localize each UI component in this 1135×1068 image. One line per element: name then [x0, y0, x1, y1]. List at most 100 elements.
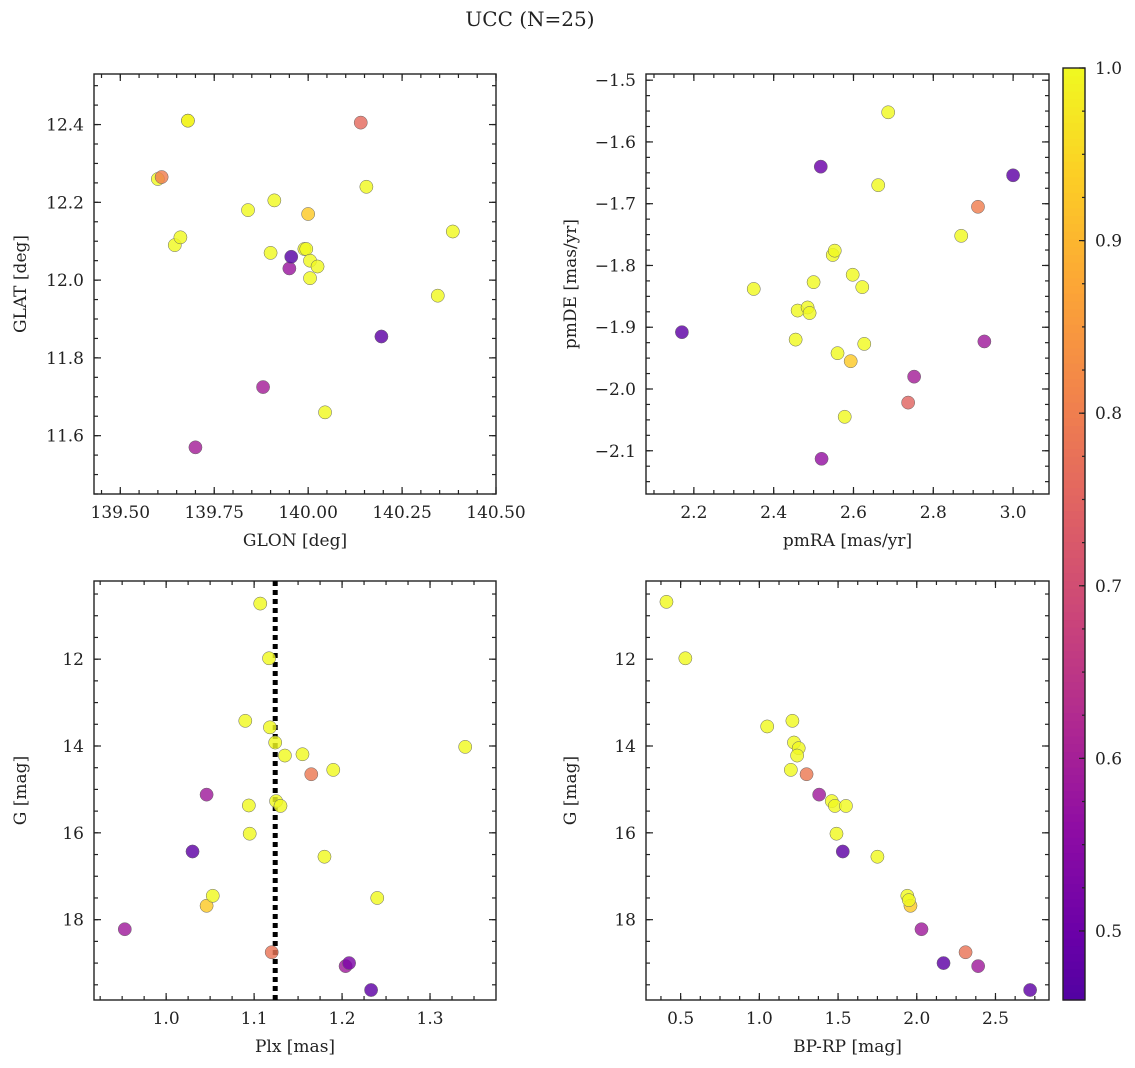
colorbar-segment — [1063, 75, 1085, 85]
y-axis-label: G [mag] — [561, 756, 581, 825]
data-point — [364, 983, 378, 997]
colorbar-segment — [1063, 767, 1085, 776]
x-tick-label: 2.8 — [920, 503, 947, 523]
colorbar-segment — [1063, 899, 1085, 908]
colorbar-segment — [1063, 207, 1085, 217]
data-point — [870, 849, 885, 864]
colorbar-segment — [1063, 518, 1085, 527]
figure-title: UCC (N=25) — [465, 7, 594, 31]
colorbar-segment — [1063, 425, 1085, 434]
data-point — [827, 243, 842, 258]
data-point — [241, 798, 256, 813]
data-point — [253, 596, 268, 611]
x-axis-label: GLON [deg] — [243, 531, 347, 551]
colorbar-segment — [1063, 984, 1085, 993]
x-tick-label: 2.0 — [903, 1009, 930, 1029]
colorbar-segment — [1063, 487, 1085, 496]
colorbar-segment — [1063, 689, 1085, 698]
colorbar-segment — [1063, 316, 1085, 325]
colorbar-segment — [1063, 875, 1085, 885]
colorbar-segment — [1063, 246, 1085, 255]
colorbar-segment — [1063, 262, 1085, 271]
colorbar-segment — [1063, 922, 1085, 931]
colorbar-segment — [1063, 821, 1085, 830]
colorbar-tick-label: 1.0 — [1095, 59, 1122, 79]
colorbar-segment — [1063, 867, 1085, 877]
data-point — [799, 767, 814, 782]
colorbar-segment — [1063, 192, 1085, 201]
colorbar-segment — [1063, 805, 1085, 815]
plot-frame — [645, 73, 1050, 495]
colorbar-segment — [1063, 774, 1085, 784]
data-point — [971, 199, 985, 214]
colorbar-segment — [1063, 479, 1085, 488]
data-point — [458, 740, 473, 754]
y-tick-label: −1.6 — [595, 133, 636, 153]
colorbar-segment — [1063, 992, 1085, 1001]
panel-1: 139.50 139.75 140.00 140.25 140.50 11.6 11.8 12… — [11, 73, 526, 551]
colorbar-segment — [1063, 464, 1085, 473]
colorbar-segment — [1063, 534, 1085, 543]
data-point — [1023, 983, 1037, 997]
x-axis-label: Plx [mas] — [255, 1037, 335, 1057]
x-tick-label: 1.5 — [825, 1009, 852, 1029]
y-tick-label: 14 — [614, 737, 636, 757]
colorbar-segment — [1063, 658, 1085, 667]
x-tick-label: 1.0 — [153, 1009, 180, 1029]
colorbar-segment — [1063, 728, 1085, 737]
colorbar-segment — [1063, 91, 1085, 100]
data-point — [445, 224, 460, 239]
data-point — [857, 337, 872, 351]
colorbar-frame — [1062, 67, 1086, 1001]
colorbar-segment — [1063, 122, 1085, 131]
data-point — [678, 651, 693, 666]
data-point — [278, 748, 292, 763]
colorbar: 0.5 0.6 0.7 0.8 0.9 1.0 — [1062, 59, 1122, 1001]
data-point — [310, 259, 325, 274]
colorbar-segment — [1063, 269, 1085, 279]
colorbar-segment — [1063, 293, 1085, 302]
plot-frame — [645, 580, 1050, 1001]
colorbar-segment — [1063, 114, 1085, 123]
colorbar-segment — [1063, 642, 1085, 652]
y-tick-label: 12.4 — [46, 116, 84, 136]
y-tick-label: −1.8 — [595, 256, 636, 276]
data-point — [659, 594, 674, 609]
colorbar-segment — [1063, 502, 1085, 512]
y-tick-label: 16 — [62, 824, 84, 844]
data-point — [262, 651, 276, 666]
data-point — [154, 170, 169, 184]
colorbar-segment — [1063, 914, 1085, 923]
y-tick-label: 12.0 — [46, 271, 84, 291]
colorbar-segment — [1063, 308, 1085, 318]
y-axis-label: pmDE [mas/yr] — [561, 219, 581, 349]
data-point — [785, 713, 800, 728]
colorbar-segment — [1063, 145, 1085, 155]
data-point — [318, 405, 332, 420]
data-point — [241, 203, 255, 217]
data-point — [181, 113, 195, 128]
data-point — [173, 230, 188, 245]
colorbar-segment — [1063, 953, 1085, 962]
data-point — [342, 956, 356, 970]
data-point — [267, 193, 282, 208]
data-point — [284, 249, 299, 264]
data-point — [430, 288, 445, 303]
colorbar-tick-label: 0.8 — [1095, 404, 1122, 424]
y-tick-label: −1.9 — [595, 318, 636, 338]
colorbar-segment — [1063, 588, 1085, 597]
colorbar-segment — [1063, 184, 1085, 193]
data-point — [370, 891, 385, 905]
colorbar-segment — [1063, 541, 1085, 551]
colorbar-tick-label: 0.5 — [1095, 922, 1122, 942]
colorbar-segment — [1063, 549, 1085, 558]
colorbar-segment — [1063, 448, 1085, 457]
colorbar-segment — [1063, 937, 1085, 947]
y-tick-label: −2.1 — [595, 442, 636, 462]
colorbar-segment — [1063, 153, 1085, 162]
colorbar-segment — [1063, 720, 1085, 729]
colorbar-segment — [1063, 339, 1085, 349]
data-point — [273, 799, 288, 813]
x-tick-label: 2.4 — [760, 503, 787, 523]
colorbar-segment — [1063, 813, 1085, 822]
